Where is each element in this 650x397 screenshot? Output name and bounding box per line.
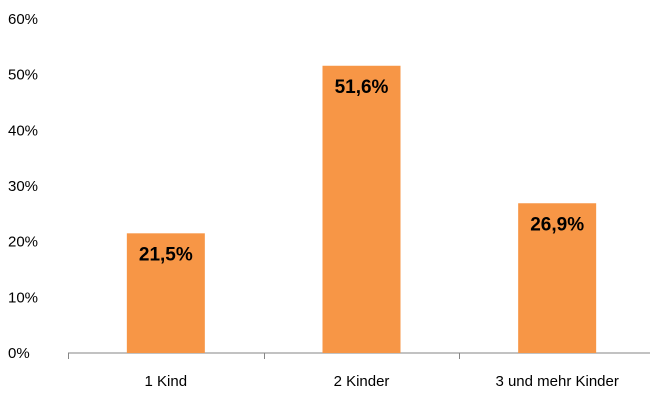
y-tick-label: 20%	[8, 234, 38, 251]
data-label: 26,9%	[530, 214, 584, 235]
data-label: 21,5%	[139, 244, 193, 265]
x-tick-label: 2 Kinder	[334, 373, 390, 390]
bar	[322, 65, 401, 353]
x-tick-label: 1 Kind	[145, 373, 188, 390]
x-axis	[68, 352, 650, 359]
y-tick-label: 10%	[8, 289, 38, 306]
data-label: 51,6%	[335, 77, 389, 98]
y-tick-label: 40%	[8, 122, 38, 139]
bar-series	[126, 65, 597, 353]
y-tick-label: 30%	[8, 178, 38, 195]
bar	[518, 203, 597, 353]
y-tick-label: 60%	[8, 11, 38, 28]
data-labels: 21,5% 51,6% 26,9%	[139, 77, 584, 266]
y-tick-label: 0%	[8, 345, 30, 362]
x-tick-label: 3 und mehr Kinder	[495, 373, 618, 390]
x-axis-tick-labels: 1 Kind 2 Kinder 3 und mehr Kinder	[145, 373, 619, 390]
y-tick-label: 50%	[8, 67, 38, 84]
bar	[126, 233, 205, 353]
y-axis-tick-labels: 0% 10% 20% 30% 40% 50% 60%	[8, 11, 38, 362]
